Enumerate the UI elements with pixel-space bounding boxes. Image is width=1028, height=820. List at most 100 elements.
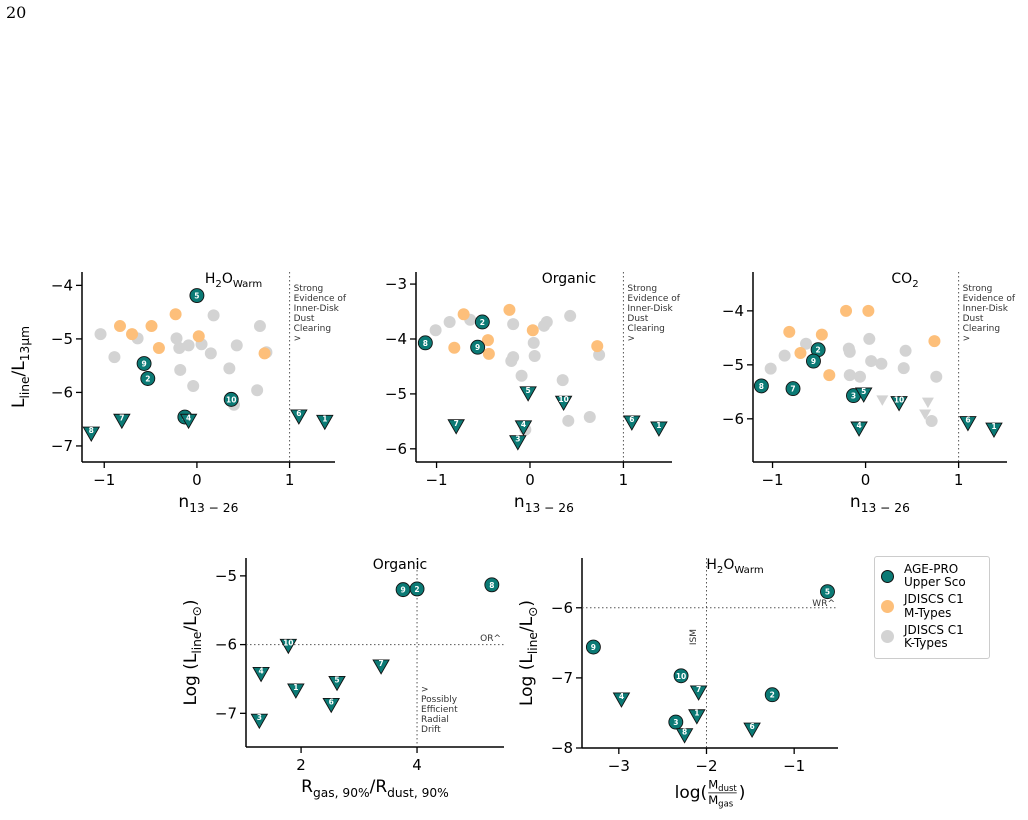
point-label: 10 <box>226 395 236 404</box>
legend-label: AGE-PRO Upper Sco <box>904 562 966 590</box>
point-label: 3 <box>257 713 262 722</box>
x-tick-label: 1 <box>954 471 964 489</box>
upper-limit-marker <box>82 426 101 443</box>
label-part: 13μm <box>18 326 32 361</box>
chart-title: Organic <box>542 271 596 287</box>
point-label: 4 <box>258 666 263 675</box>
comparison-point <box>503 303 516 316</box>
label-part: Organic <box>542 271 596 287</box>
upper-limit-marker <box>612 692 631 708</box>
point-label: 1 <box>656 421 661 430</box>
label-part: gas <box>718 800 734 810</box>
upper-limit-marker <box>447 419 465 435</box>
point-label: 4 <box>619 692 624 701</box>
upper-limit-marker <box>554 395 573 412</box>
y-tick-label: −7 <box>551 669 573 687</box>
legend: AGE-PRO Upper Sco JDISCS C1 M-Types JDISCS… <box>874 556 990 660</box>
point-label: 6 <box>629 415 634 424</box>
detection-marker <box>820 584 835 600</box>
comparison-point <box>899 344 912 357</box>
point-label: 1 <box>293 683 298 692</box>
label-part: Log (L <box>181 653 201 705</box>
label-part: Log (L <box>517 654 537 706</box>
point-label: 7 <box>790 385 795 394</box>
point-label: 3 <box>673 718 678 727</box>
comparison-point <box>540 315 553 328</box>
x-tick-label: −1 <box>761 471 783 489</box>
x-tick-label: 0 <box>525 471 535 489</box>
comparison-point <box>94 328 107 341</box>
detection-marker <box>484 577 500 593</box>
chart-title: H 2 O Warm <box>205 271 262 290</box>
upper-limit-marker <box>743 722 761 738</box>
annotation: OR^ <box>480 633 501 644</box>
upper-limit-marker <box>890 396 908 412</box>
upper-limit-marker <box>854 387 873 403</box>
point-label: 5 <box>334 675 339 684</box>
x-axis-label: n 13 − 26 <box>178 492 238 515</box>
x-axis-label: n 13 − 26 <box>514 492 574 515</box>
point-label: 8 <box>759 382 764 391</box>
comparison-point <box>562 414 575 427</box>
point-label: 9 <box>141 360 146 369</box>
label-part: /L <box>517 616 537 632</box>
point-label: 5 <box>526 386 531 395</box>
upper-limit-marker <box>650 421 668 437</box>
label-part: 13 − 26 <box>189 501 238 515</box>
comparison-point <box>853 370 866 383</box>
comparison-point <box>443 315 456 328</box>
point-label: 6 <box>296 409 301 418</box>
y-tick-label: −4 <box>722 302 744 320</box>
upper-limit-marker <box>322 697 341 714</box>
comparison-point <box>507 318 520 331</box>
point-label: 1 <box>322 414 327 423</box>
point-label: 4 <box>521 420 526 429</box>
y-tick-label: −4 <box>385 330 407 348</box>
comparison-point <box>192 330 205 343</box>
detection-marker <box>764 687 780 703</box>
comparison-point <box>930 370 943 383</box>
upper-limit-marker <box>372 659 390 675</box>
y-tick-label: −6 <box>385 440 407 458</box>
detection-marker <box>668 714 684 730</box>
label-part: M <box>708 793 718 807</box>
comparison-point <box>875 357 888 370</box>
comparison-point <box>258 347 271 360</box>
upper-limit-marker <box>279 638 298 655</box>
detection-marker <box>753 378 769 394</box>
label-part: 2 <box>717 565 723 576</box>
upper-limit-marker <box>290 409 308 425</box>
legend-label: JDISCS C1 M-Types <box>904 592 964 620</box>
annotation: WR^ <box>812 598 835 609</box>
comparison-point <box>863 332 876 345</box>
upper-limit-marker <box>113 413 131 430</box>
y-tick-label: −5 <box>385 385 407 403</box>
point-label: 10 <box>283 638 293 647</box>
upper-limit-marker <box>287 683 305 699</box>
x-tick-label: 0 <box>192 471 202 489</box>
x-tick-label: −1 <box>783 757 805 775</box>
upper-limit-point <box>921 397 934 409</box>
comparison-point <box>527 336 540 349</box>
annotation: Strong Evidence of Inner-Disk Dust Clear… <box>293 284 347 345</box>
x-tick-label: 1 <box>285 471 295 489</box>
point-label: 2 <box>145 375 150 384</box>
y-tick-label: −4 <box>51 276 73 294</box>
y-tick-label: −7 <box>215 704 237 722</box>
comparison-point <box>515 369 528 382</box>
comparison-point <box>113 320 126 333</box>
comparison-point <box>823 369 836 382</box>
x-tick-label: −1 <box>93 471 115 489</box>
upper-limit-point <box>876 395 889 406</box>
point-label: 1 <box>991 422 996 431</box>
point-label: 9 <box>591 643 596 652</box>
y-tick-label: −6 <box>551 599 573 617</box>
upper-limit-marker <box>519 386 537 402</box>
comparison-point <box>591 340 604 353</box>
comparison-point <box>170 332 183 345</box>
comparison-point <box>528 350 541 363</box>
comparison-point <box>253 320 266 333</box>
detection-marker <box>189 288 205 303</box>
